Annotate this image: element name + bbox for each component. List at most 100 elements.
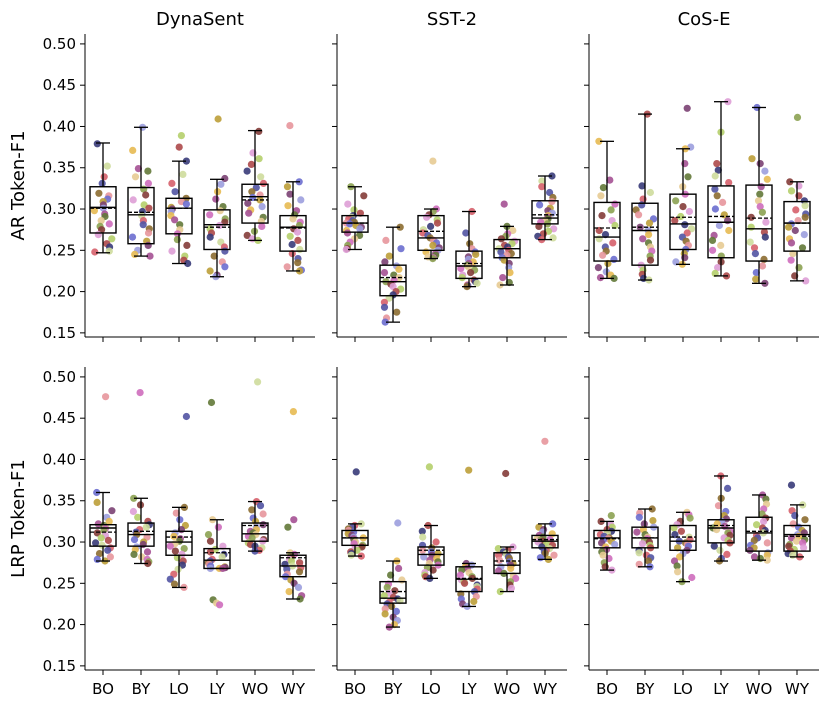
- data-point: [457, 264, 465, 273]
- box-WO: [493, 552, 521, 575]
- x-tick-label: WY: [281, 680, 306, 698]
- data-point: [597, 192, 605, 200]
- y-tick-label: 0.30: [43, 200, 76, 218]
- data-point: [347, 551, 355, 559]
- panel-1-0: 0.15 0.20 0.25 0.30 0.35 0.40 0.45 0.50 BO BY LO LY…: [43, 367, 315, 698]
- data-point: [679, 203, 687, 211]
- data-point: [171, 547, 179, 555]
- data-point: [254, 378, 262, 386]
- data-point: [214, 523, 222, 531]
- data-point: [800, 544, 808, 552]
- data-point: [382, 236, 390, 244]
- data-point: [170, 532, 178, 540]
- data-point: [610, 274, 618, 282]
- box-BY: [379, 264, 407, 297]
- data-point: [105, 220, 113, 228]
- data-point: [296, 245, 304, 254]
- data-point: [144, 229, 153, 237]
- data-point: [215, 221, 224, 230]
- data-point: [146, 252, 154, 260]
- data-point: [432, 538, 440, 546]
- y-tick-label: 0.30: [43, 533, 76, 551]
- data-point: [259, 179, 268, 187]
- data-point: [171, 216, 179, 224]
- data-point: [499, 274, 507, 282]
- data-point: [758, 208, 767, 216]
- data-point: [216, 207, 224, 215]
- data-point: [206, 211, 214, 219]
- data-point: [419, 546, 427, 554]
- data-point: [93, 140, 101, 148]
- data-point: [176, 221, 184, 229]
- data-point: [293, 228, 302, 236]
- data-point: [549, 234, 557, 242]
- data-point: [206, 233, 214, 241]
- data-point: [685, 207, 694, 216]
- data-point: [221, 174, 229, 183]
- x-tick-label: LY: [209, 680, 225, 698]
- box-LO: [165, 197, 193, 235]
- data-point: [763, 175, 771, 183]
- data-point: [168, 247, 176, 255]
- data-point: [170, 570, 178, 578]
- box-LO: [417, 546, 445, 566]
- data-point: [381, 605, 389, 613]
- data-point: [677, 527, 686, 535]
- data-point: [611, 540, 619, 549]
- data-point: [676, 553, 684, 561]
- data-point: [549, 520, 557, 528]
- data-point: [681, 254, 689, 262]
- row-axis-label: AR Token-F1: [8, 130, 29, 240]
- data-point: [297, 196, 305, 204]
- data-point: [182, 412, 190, 421]
- data-point: [644, 557, 653, 565]
- data-point: [131, 250, 139, 258]
- data-point: [598, 212, 606, 220]
- data-point: [708, 236, 717, 244]
- data-point: [607, 206, 615, 214]
- data-point: [635, 211, 643, 219]
- data-point: [255, 155, 263, 163]
- data-point: [130, 536, 139, 544]
- data-point: [248, 506, 256, 514]
- data-point: [538, 183, 546, 191]
- data-point: [793, 537, 801, 545]
- data-point: [467, 269, 475, 277]
- data-point: [760, 255, 768, 263]
- data-point: [134, 165, 142, 173]
- box-BO: [593, 201, 621, 262]
- data-point: [538, 177, 546, 185]
- data-point: [218, 553, 226, 561]
- data-point: [182, 200, 190, 208]
- data-point: [746, 546, 754, 554]
- data-point: [756, 554, 765, 563]
- data-point: [497, 235, 505, 243]
- data-point: [217, 180, 225, 188]
- data-point: [509, 226, 517, 235]
- data-point: [507, 584, 515, 592]
- data-point: [248, 534, 256, 542]
- box-LY: [203, 209, 231, 251]
- data-point: [129, 507, 137, 516]
- data-point: [461, 579, 469, 587]
- data-point: [294, 236, 302, 244]
- data-point: [283, 263, 291, 271]
- data-point: [541, 437, 549, 445]
- data-point: [536, 201, 544, 209]
- data-point: [787, 256, 795, 264]
- data-point: [754, 197, 763, 205]
- data-point: [595, 137, 603, 145]
- data-point: [599, 551, 607, 559]
- data-point: [206, 537, 215, 545]
- data-point: [184, 259, 192, 268]
- data-point: [259, 510, 267, 518]
- data-point: [166, 542, 174, 550]
- box-WY: [279, 214, 307, 252]
- box-BO: [341, 214, 369, 233]
- data-point: [609, 239, 617, 247]
- data-point: [750, 244, 759, 252]
- data-point: [801, 516, 809, 524]
- data-point: [649, 517, 657, 525]
- data-point: [97, 534, 105, 542]
- data-point: [427, 222, 435, 230]
